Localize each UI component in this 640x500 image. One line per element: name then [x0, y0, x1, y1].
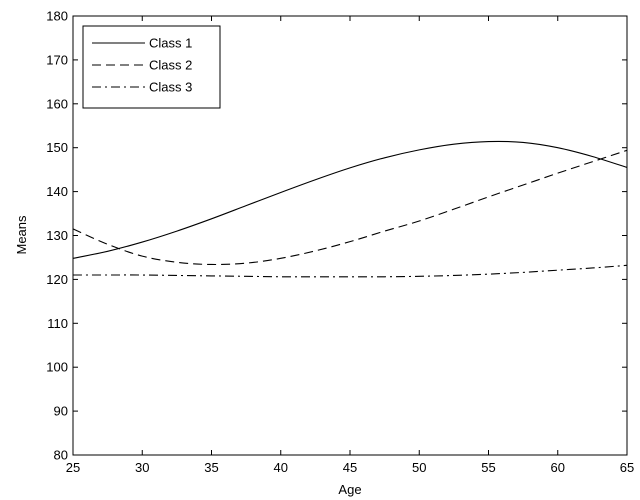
- y-tick-label: 180: [46, 9, 68, 24]
- legend-label-1: Class 1: [149, 36, 192, 51]
- y-tick-label: 90: [54, 404, 68, 419]
- x-tick-label: 25: [66, 460, 80, 475]
- series-layer: [72, 140, 628, 278]
- x-axis-label: Age: [338, 482, 361, 497]
- x-tick-label: 30: [135, 460, 149, 475]
- y-tick-label: 150: [46, 140, 68, 155]
- legend-label-3: Class 3: [149, 80, 192, 95]
- x-tick-label: 55: [481, 460, 495, 475]
- y-tick-label: 110: [47, 316, 68, 331]
- x-tick-label: 40: [274, 460, 288, 475]
- y-tick-label: 160: [46, 96, 68, 111]
- axis-layer: 25 30 35 40 45 50 55 60 65 80 90 100 110 120 130 140 150…: [46, 9, 634, 476]
- x-tick-label: 60: [551, 460, 565, 475]
- series-line-1: [72, 140, 628, 259]
- x-tick-label: 35: [204, 460, 218, 475]
- series-line-2: [72, 149, 628, 266]
- series-line-3: [73, 264, 628, 278]
- y-axis-label: Means: [14, 215, 29, 255]
- y-tick-label: 140: [46, 184, 68, 199]
- legend-box: [82, 25, 221, 109]
- y-tick-label: 100: [46, 360, 68, 375]
- y-tick-label: 120: [46, 272, 68, 287]
- y-tick-label: 80: [54, 448, 68, 463]
- x-tick-label: 50: [412, 460, 426, 475]
- y-tick-label: 130: [46, 228, 68, 243]
- x-tick-label: 45: [343, 460, 357, 475]
- legend: Class 1 Class 2 Class 3: [82, 25, 221, 109]
- legend-label-2: Class 2: [149, 58, 192, 73]
- y-tick-label: 170: [46, 52, 68, 67]
- x-tick-label: 65: [620, 460, 634, 475]
